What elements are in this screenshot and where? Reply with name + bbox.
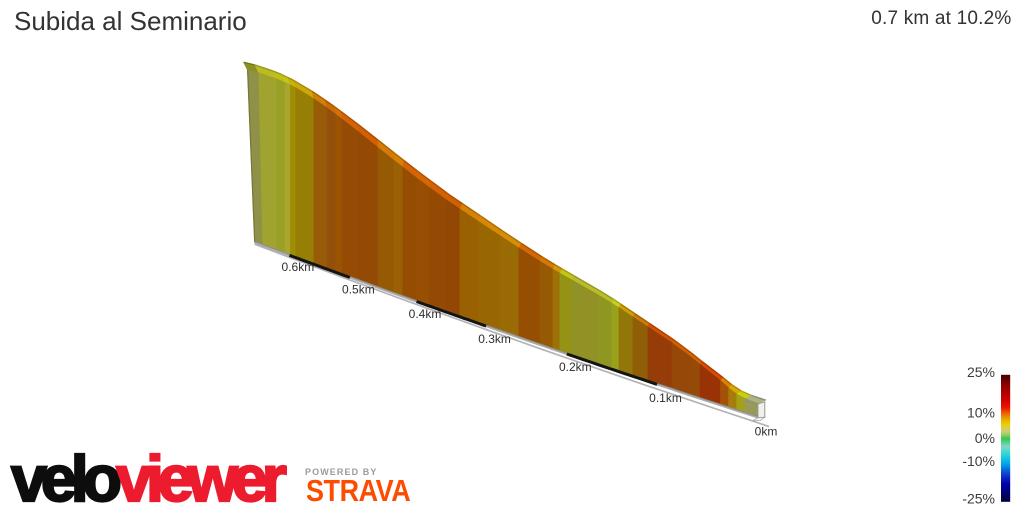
svg-text:-25%: -25% <box>962 491 995 507</box>
svg-text:0.3km: 0.3km <box>478 332 511 346</box>
svg-text:25%: 25% <box>967 364 995 380</box>
svg-text:0.4km: 0.4km <box>409 307 442 321</box>
svg-text:0.5km: 0.5km <box>342 282 375 296</box>
svg-text:0.1km: 0.1km <box>649 391 682 405</box>
svg-text:0%: 0% <box>975 430 995 446</box>
svg-text:0km: 0km <box>755 424 778 438</box>
svg-text:-10%: -10% <box>962 453 995 469</box>
svg-text:0.2km: 0.2km <box>559 360 592 374</box>
svg-text:10%: 10% <box>967 405 995 421</box>
svg-text:0.6km: 0.6km <box>282 260 315 274</box>
